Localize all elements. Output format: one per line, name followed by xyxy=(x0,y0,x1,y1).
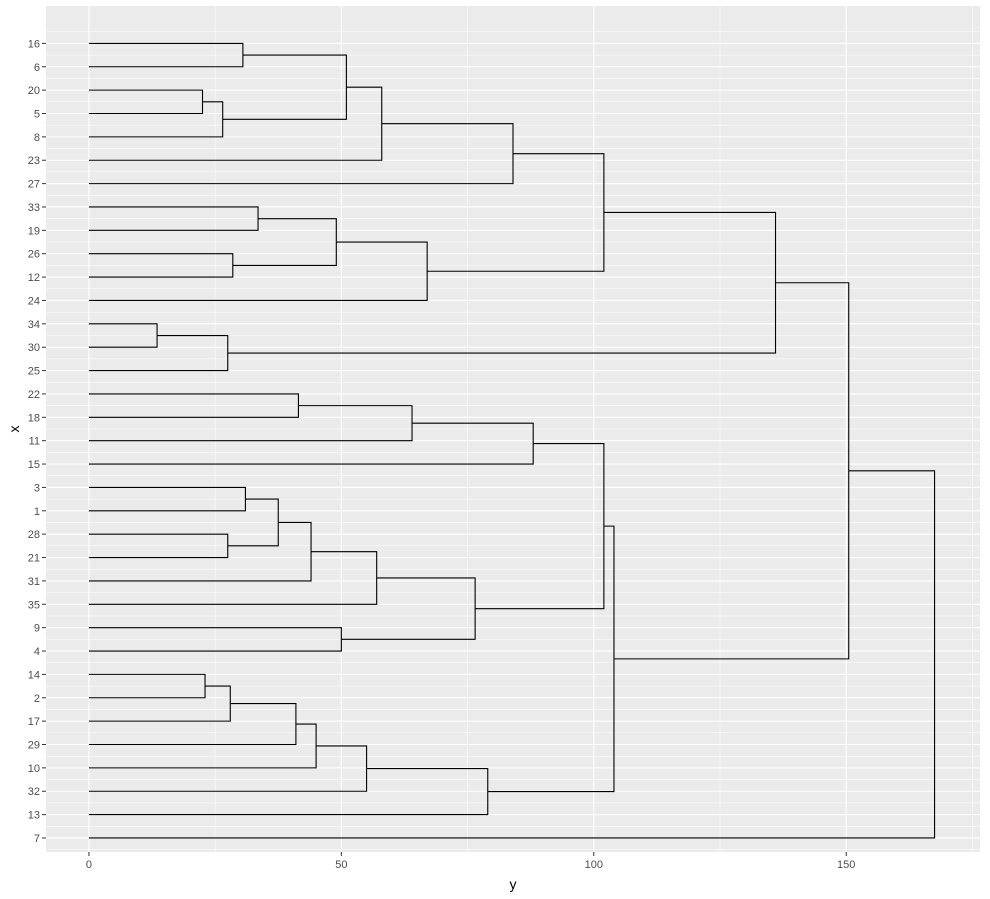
y-tick-label: 17 xyxy=(28,716,40,728)
x-tick-label: 0 xyxy=(86,859,92,871)
y-tick-label: 35 xyxy=(28,599,40,611)
dendrogram-link xyxy=(88,745,368,792)
dendrogram-link xyxy=(88,551,378,605)
x-tick-label: 100 xyxy=(585,859,603,871)
dendrogram-link xyxy=(88,470,936,839)
dendrogram-link xyxy=(88,86,383,161)
y-tick-label: 1 xyxy=(34,506,40,518)
y-tick-label: 14 xyxy=(28,669,40,681)
dendrogram-link xyxy=(341,577,476,640)
dendrogram-link xyxy=(232,218,337,266)
x-axis-title: y xyxy=(510,876,517,892)
y-tick-label: 27 xyxy=(28,179,40,191)
y-tick-label: 16 xyxy=(28,38,40,50)
y-axis-title: x xyxy=(6,426,22,433)
y-tick-label: 12 xyxy=(28,272,40,284)
dendrogram-link xyxy=(88,393,299,418)
y-tick-label: 29 xyxy=(28,739,40,751)
y-tick-label: 6 xyxy=(34,62,40,74)
dendrogram-link xyxy=(88,703,297,746)
y-tick-label: 15 xyxy=(28,459,40,471)
y-tick-label: 19 xyxy=(28,225,40,237)
dendrogram-link xyxy=(88,323,158,348)
dendrogram-link xyxy=(88,673,206,699)
dendrogram-link xyxy=(613,282,850,660)
dendrogram-link xyxy=(88,334,229,372)
y-tick-label: 21 xyxy=(28,553,40,565)
y-tick-label: 28 xyxy=(28,529,40,541)
y-tick-label: 31 xyxy=(28,576,40,588)
y-tick-label: 18 xyxy=(28,412,40,424)
y-tick-labels: 1662058232733192612243430252218111531282… xyxy=(28,38,46,845)
dendrogram-link xyxy=(88,405,413,442)
y-tick-label: 33 xyxy=(28,202,40,214)
y-tick-label: 7 xyxy=(34,833,40,845)
dendrogram-link xyxy=(88,206,259,231)
dendrogram-links xyxy=(88,42,936,839)
y-tick-label: 24 xyxy=(28,295,40,307)
y-tick-label: 5 xyxy=(34,109,40,121)
dendrogram-link xyxy=(88,521,312,582)
x-tick-label: 50 xyxy=(335,859,347,871)
dendrogram-link xyxy=(88,42,244,68)
y-tick-label: 20 xyxy=(28,85,40,97)
y-tick-label: 22 xyxy=(28,389,40,401)
y-tick-label: 2 xyxy=(34,693,40,705)
y-tick-label: 9 xyxy=(34,623,40,635)
dendrogram-link xyxy=(88,533,229,559)
y-tick-label: 13 xyxy=(28,810,40,822)
dendrogram-link xyxy=(88,89,204,115)
y-tick-label: 3 xyxy=(34,482,40,494)
x-tick-labels: 0 50 100 150 xyxy=(86,852,855,871)
x-tick-label: 150 xyxy=(837,859,855,871)
y-tick-label: 25 xyxy=(28,366,40,378)
y-tick-label: 32 xyxy=(28,786,40,798)
y-tick-label: 34 xyxy=(28,319,40,331)
y-tick-label: 26 xyxy=(28,249,40,261)
y-tick-label: 4 xyxy=(34,646,40,658)
y-tick-label: 23 xyxy=(28,155,40,167)
y-tick-label: 30 xyxy=(28,342,40,354)
y-tick-label: 10 xyxy=(28,763,40,775)
y-tick-label: 8 xyxy=(34,132,40,144)
y-tick-label: 11 xyxy=(29,436,40,448)
